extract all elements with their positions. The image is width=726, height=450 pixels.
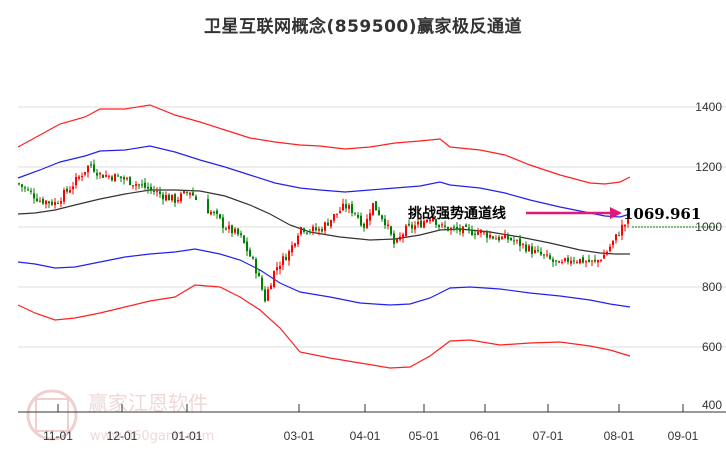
xtick-04-01: 04-01 [350,429,381,443]
watermark-brand: 赢家江恩软件 [88,391,208,415]
chart-title: 卫星互联网概念(859500)赢家极反通道 [203,17,522,37]
watermark: 赢家江恩软件 www.360gann.com [26,389,214,444]
watermark-logo-icon [26,389,78,441]
xtick-08-01: 08-01 [604,429,635,443]
y-axis: 1400 1200 1000 800 600 400 [695,100,722,412]
ytick-800: 800 [702,280,722,294]
arrow-head-icon [610,207,622,219]
xtick-07-01: 07-01 [533,429,564,443]
annotation-label: 挑战强势通道线 [408,205,506,222]
candlesticks [18,159,629,303]
xtick-03-01: 03-01 [284,429,315,443]
middle-line [17,189,630,255]
gridlines [18,106,726,348]
ytick-1200: 1200 [695,160,722,174]
xtick-12-01: 12-01 [107,429,138,443]
xtick-11-01: 11-01 [43,429,73,443]
outer-lower-band [17,284,631,369]
annotation: 挑战强势通道线 1069.961 [408,205,701,223]
xtick-06-01: 06-01 [470,429,501,443]
xtick-01-01: 01-01 [172,429,203,443]
xtick-09-01: 09-01 [668,429,699,443]
x-axis: 11-01 12-01 01-01 03-01 04-01 05-01 06-01 07-01… [18,404,726,443]
ytick-600: 600 [702,340,722,354]
ytick-400: 400 [702,398,722,412]
inner-lower-band [17,248,631,308]
channel-bands [17,104,631,369]
ytick-1400: 1400 [695,100,722,114]
xtick-05-01: 05-01 [409,429,440,443]
watermark-url: www.360gann.com [90,429,214,444]
outer-upper-band [17,104,631,185]
annotation-value: 1069.961 [623,205,701,223]
inner-upper-band [17,145,631,218]
